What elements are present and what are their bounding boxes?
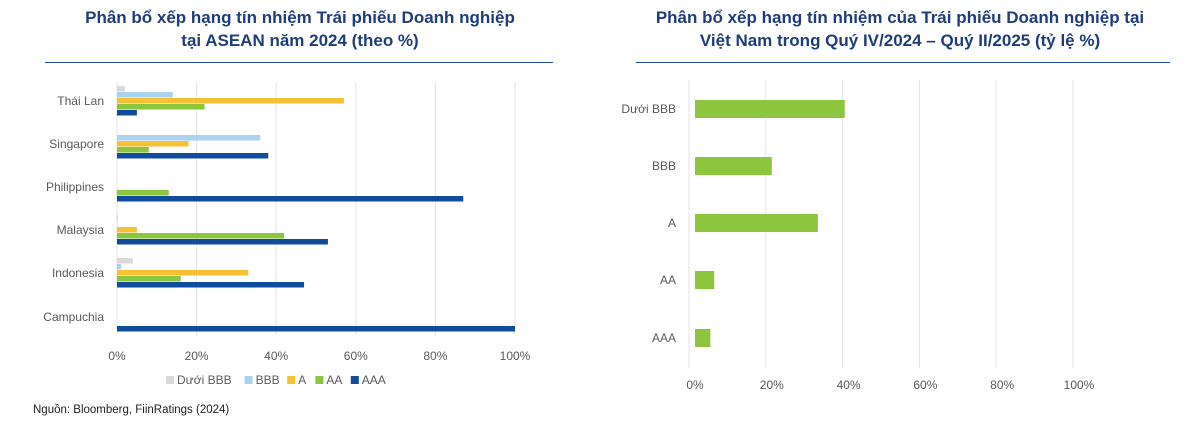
- left-bar-aaa: [117, 282, 305, 288]
- legend-swatch: [166, 376, 174, 384]
- legend-label: AA: [326, 373, 342, 387]
- right-title-rule: [636, 62, 1170, 63]
- source-note: Nguồn: Bloomberg, FiinRatings (2024): [33, 404, 230, 416]
- left-bar-a: [117, 227, 137, 233]
- right-category-label: A: [668, 216, 676, 230]
- right-chart-title: Phân bổ xếp hạng tín nhiệm của Trái phiế…: [610, 6, 1190, 52]
- right-category-label: AA: [660, 273, 676, 287]
- left-bar-aaa: [117, 153, 269, 159]
- right-x-tick-label: 80%: [990, 378, 1014, 392]
- left-bar-dưới-bbb: [117, 258, 133, 264]
- left-bar-aa: [117, 276, 181, 282]
- legend-swatch: [287, 376, 296, 384]
- legend-swatch: [244, 376, 253, 384]
- left-bar-aaa: [117, 239, 328, 245]
- left-x-tick-label: 60%: [344, 349, 368, 363]
- legend-label: BBB: [256, 373, 280, 387]
- left-category-label: Singapore: [49, 137, 104, 151]
- left-bar-aaa: [117, 196, 464, 202]
- left-bar-bbb: [117, 135, 261, 141]
- left-bar-bbb: [117, 92, 173, 98]
- right-bar: [695, 157, 772, 175]
- left-bar-aa: [117, 104, 205, 110]
- left-x-tick-label: 20%: [185, 349, 209, 363]
- left-bar-dưới-bbb: [117, 86, 125, 92]
- left-title-line-1: Phân bổ xếp hạng tín nhiệm Trái phiếu Do…: [85, 8, 515, 27]
- right-bar: [695, 100, 845, 118]
- legend-swatch: [315, 376, 324, 384]
- right-bar: [695, 214, 818, 232]
- left-bar-aaa: [117, 110, 137, 116]
- left-bar-a: [117, 98, 344, 104]
- left-title-line-2: tại ASEAN năm 2024 (theo %): [181, 31, 419, 50]
- right-x-tick-label: 40%: [837, 378, 861, 392]
- left-bar-dưới-bbb: [117, 215, 119, 221]
- legend-swatch: [350, 376, 359, 384]
- right-category-label: BBB: [652, 159, 676, 173]
- legend-label: AAA: [362, 373, 386, 387]
- legend-label: Dưới BBB: [177, 373, 232, 387]
- right-x-tick-label: 20%: [760, 378, 784, 392]
- right-title-line-2: Việt Nam trong Quý IV/2024 – Quý II/2025…: [699, 31, 1101, 50]
- left-chart-title: Phân bổ xếp hạng tín nhiệm Trái phiếu Do…: [20, 6, 580, 52]
- left-bar-aaa: [117, 326, 515, 332]
- right-title-line-1: Phân bổ xếp hạng tín nhiệm của Trái phiế…: [655, 8, 1145, 27]
- left-category-label: Malaysia: [57, 223, 105, 237]
- left-category-label: Philippines: [46, 180, 104, 194]
- right-bar: [695, 271, 715, 289]
- left-bar-aa: [117, 233, 285, 239]
- left-title-rule: [45, 62, 553, 63]
- left-x-tick-label: 100%: [500, 349, 531, 363]
- left-bar-aa: [117, 190, 169, 196]
- legend-label: A: [298, 373, 306, 387]
- left-x-tick-label: 0%: [108, 349, 126, 363]
- left-category-label: Campuchia: [43, 310, 104, 324]
- right-bar: [695, 329, 711, 347]
- right-category-label: AAA: [652, 331, 676, 345]
- left-bar-a: [117, 270, 249, 276]
- left-bar-bbb: [117, 264, 121, 270]
- left-bar-aa: [117, 147, 149, 153]
- left-category-label: Indonesia: [52, 266, 104, 280]
- right-x-tick-label: 100%: [1064, 378, 1095, 392]
- left-bar-a: [117, 141, 189, 147]
- right-category-label: Dưới BBB: [621, 102, 676, 116]
- right-x-tick-label: 0%: [686, 378, 704, 392]
- right-x-tick-label: 60%: [913, 378, 937, 392]
- left-x-tick-label: 80%: [423, 349, 447, 363]
- left-x-tick-label: 40%: [264, 349, 288, 363]
- left-category-label: Thái Lan: [57, 94, 104, 108]
